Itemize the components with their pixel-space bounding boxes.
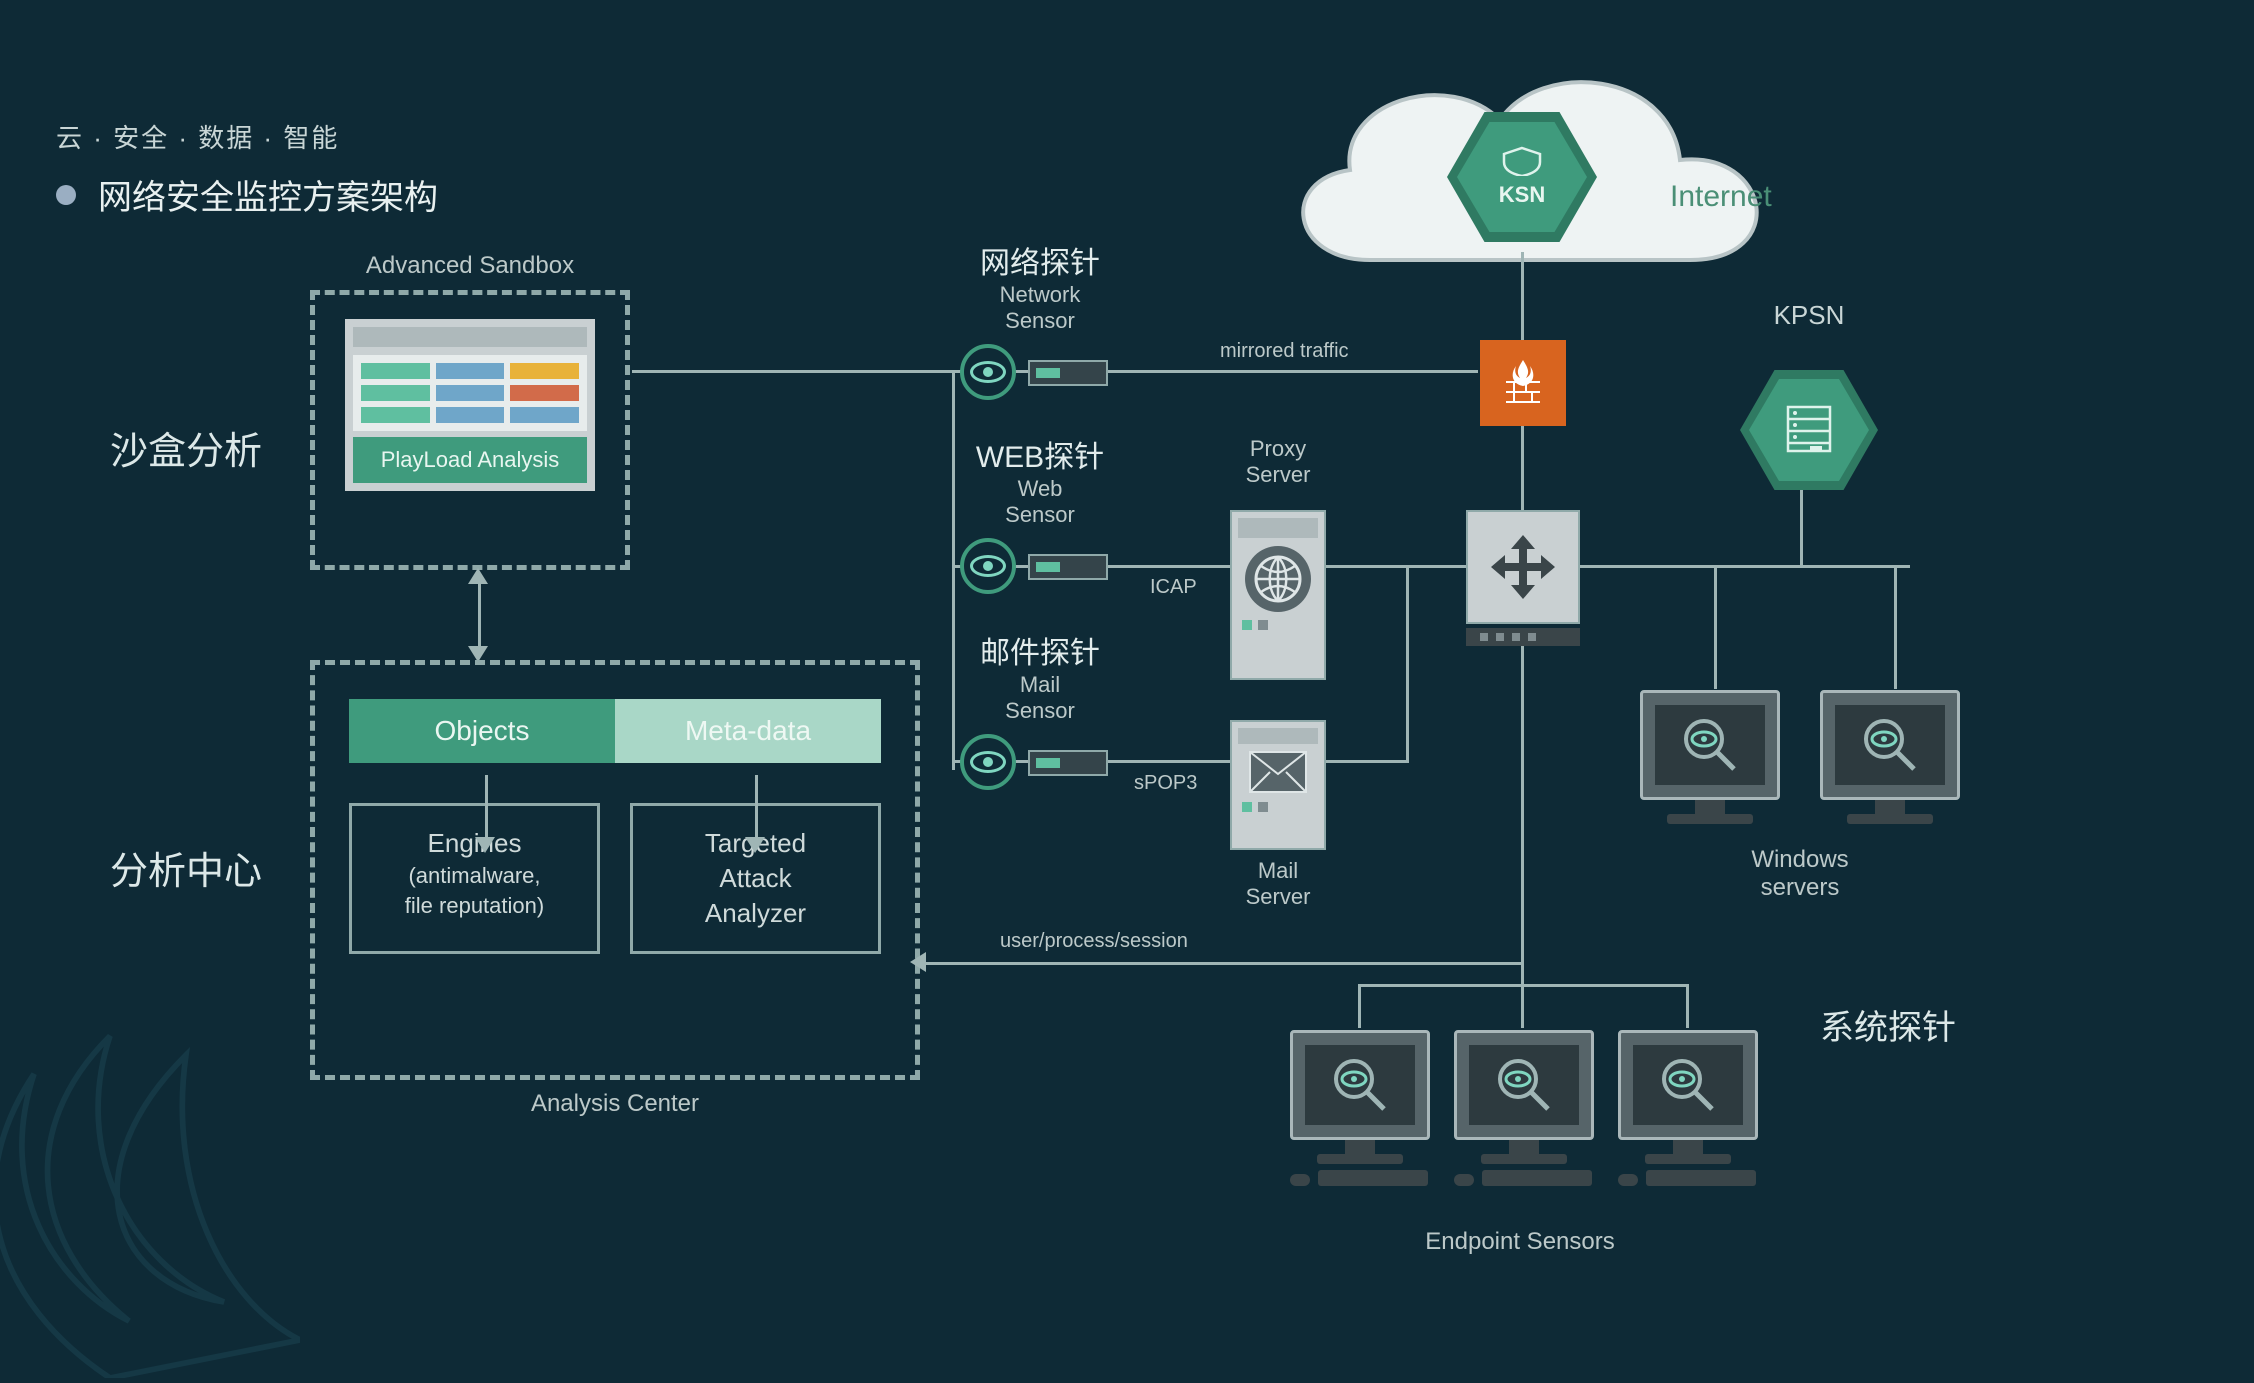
kpsn-label: KPSN — [1744, 300, 1874, 331]
network-sensor-label: 网络探针 Network Sensor — [940, 238, 1140, 334]
endpoint-2 — [1454, 1030, 1594, 1186]
kpsn-hex — [1740, 370, 1878, 490]
winservers-label: Windowsservers — [1670, 846, 1930, 902]
endpoint-1 — [1290, 1030, 1430, 1186]
eye-icon — [960, 734, 1016, 790]
magnifier-eye-icon — [1860, 715, 1920, 775]
sensor-bar-icon — [1028, 554, 1108, 580]
page-title: 网络安全监控方案架构 — [98, 170, 438, 219]
winserver-1 — [1640, 690, 1780, 824]
endpoint-side-label: 系统探针 — [1820, 1000, 1956, 1049]
ups-label: user/process/session — [1000, 930, 1188, 953]
analysis-box: Objects Meta-data Engines (antimalware, … — [310, 660, 920, 1080]
mailserver-icon — [1230, 720, 1326, 850]
tab-objects: Objects — [349, 699, 615, 763]
sandbox-window: PlayLoad Analysis — [345, 319, 595, 491]
internet-label: Internet — [1670, 180, 1772, 214]
ksn-label: KSN — [1499, 182, 1545, 208]
sandbox-side-label: 沙盒分析 — [110, 420, 262, 475]
magnifier-eye-icon — [1330, 1055, 1390, 1115]
spop3-label: sPOP3 — [1134, 772, 1197, 795]
bullet-icon — [56, 185, 76, 205]
shield-icon — [1500, 146, 1544, 176]
analysis-side-label: 分析中心 — [110, 840, 262, 895]
page-title-row: 网络安全监控方案架构 — [56, 170, 438, 219]
sandbox-inner-label: PlayLoad Analysis — [353, 437, 587, 483]
mirrored-label: mirrored traffic — [1220, 340, 1349, 363]
decorative-leaf — [0, 998, 300, 1378]
eye-icon — [960, 344, 1016, 400]
mailserver-label: MailServer — [1216, 858, 1340, 910]
icap-label: ICAP — [1150, 576, 1197, 599]
winserver-2 — [1820, 690, 1960, 824]
sensor-bar-icon — [1028, 750, 1108, 776]
sandbox-caption: Advanced Sandbox — [340, 252, 600, 280]
magnifier-eye-icon — [1680, 715, 1740, 775]
analysis-caption: Analysis Center — [310, 1090, 920, 1118]
switch-icon — [1466, 510, 1580, 624]
switch-base — [1466, 628, 1580, 646]
magnifier-eye-icon — [1494, 1055, 1554, 1115]
tab-meta: Meta-data — [615, 699, 881, 763]
magnifier-eye-icon — [1658, 1055, 1718, 1115]
engines-box: Engines (antimalware, file reputation) — [349, 803, 600, 954]
firewall-icon — [1480, 340, 1566, 426]
proxy-icon — [1230, 510, 1326, 680]
endpoint-label: Endpoint Sensors — [1350, 1228, 1690, 1256]
mail-sensor-label: 邮件探针 Mail Sensor — [940, 628, 1140, 724]
tagline: 云 · 安全 · 数据 · 智能 — [56, 118, 339, 155]
endpoint-3 — [1618, 1030, 1758, 1186]
web-sensor-label: WEB探针 Web Sensor — [940, 432, 1140, 528]
globe-icon — [1253, 554, 1303, 604]
proxy-label: ProxyServer — [1216, 436, 1340, 488]
eye-icon — [960, 538, 1016, 594]
sandbox-box: PlayLoad Analysis — [310, 290, 630, 570]
envelope-icon — [1248, 750, 1308, 794]
server-rack-icon — [1780, 401, 1838, 459]
sensor-bar-icon — [1028, 360, 1108, 386]
